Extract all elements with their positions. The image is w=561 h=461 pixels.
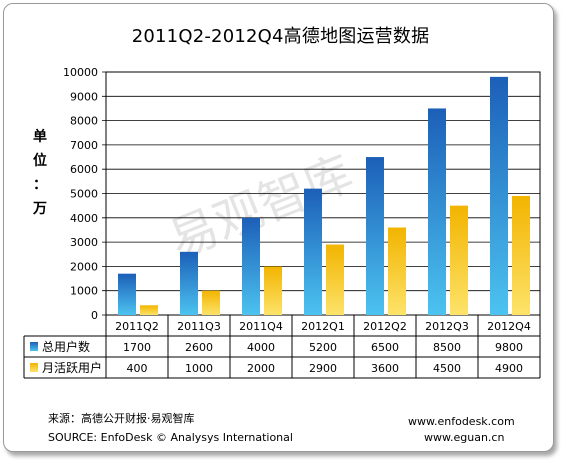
- bar-monthly-active: [388, 227, 406, 315]
- y-tick-label: 6000: [70, 163, 98, 176]
- y-tick-label: 9000: [70, 90, 98, 103]
- data-label: 1700: [123, 341, 151, 354]
- bar-total-users: [118, 273, 136, 315]
- bar-monthly-active: [326, 244, 344, 315]
- data-label: 5200: [309, 341, 337, 354]
- x-tick-label: 2012Q4: [487, 320, 531, 333]
- bar-total-users: [304, 188, 322, 315]
- y-axis-label: 单 位 ： 万: [30, 125, 50, 221]
- bar-monthly-active: [450, 205, 468, 315]
- data-label: 4000: [247, 341, 275, 354]
- y-tick-label: 1000: [70, 285, 98, 298]
- y-axis-label-char: 单: [33, 129, 47, 145]
- data-label: 8500: [433, 341, 461, 354]
- bar-total-users: [180, 251, 198, 315]
- source-en: SOURCE: EnfoDesk © Analysys Internationa…: [48, 431, 293, 444]
- y-tick-label: 4000: [70, 212, 98, 225]
- bar-total-users: [490, 76, 508, 315]
- x-tick-label: 2012Q1: [301, 320, 345, 333]
- data-label: 1000: [185, 362, 213, 375]
- source-cn: 来源：高德公开财报·易观智库: [48, 412, 195, 425]
- data-label: 4900: [495, 362, 523, 375]
- bar-monthly-active: [140, 305, 158, 315]
- data-label: 4500: [433, 362, 461, 375]
- data-label: 2900: [309, 362, 337, 375]
- x-tick-label: 2012Q3: [425, 320, 469, 333]
- x-tick-label: 2012Q2: [363, 320, 407, 333]
- legend-label: 月活跃用户: [42, 360, 102, 375]
- bar-total-users: [366, 157, 384, 315]
- y-axis-label-char: 万: [33, 201, 47, 217]
- bar-total-users: [242, 217, 260, 315]
- chart-title: 2011Q2-2012Q4高德地图运营数据: [131, 26, 430, 47]
- y-tick-label: 2000: [70, 260, 98, 273]
- y-tick-label: 10000: [63, 66, 98, 79]
- eguan-url[interactable]: www.eguan.cn: [424, 431, 505, 444]
- bar-monthly-active: [264, 266, 282, 315]
- data-label: 3600: [371, 362, 399, 375]
- bar-monthly-active: [512, 195, 530, 315]
- y-tick-label: 7000: [70, 139, 98, 152]
- x-tick-label: 2011Q4: [239, 320, 283, 333]
- y-axis-label-char: 位: [33, 153, 47, 169]
- y-tick-label: 0: [91, 309, 98, 322]
- data-label: 400: [127, 362, 148, 375]
- y-axis-label-char: ：: [33, 177, 47, 193]
- data-label: 2600: [185, 341, 213, 354]
- legend-label: 总用户数: [42, 339, 90, 354]
- bar-total-users: [428, 108, 446, 315]
- x-tick-label: 2011Q2: [115, 320, 159, 333]
- bar-monthly-active: [202, 290, 220, 315]
- x-tick-label: 2011Q3: [177, 320, 221, 333]
- data-label: 6500: [371, 341, 399, 354]
- y-tick-label: 3000: [70, 236, 98, 249]
- legend-swatch-monthly-active: [30, 363, 38, 372]
- y-tick-label: 8000: [70, 115, 98, 128]
- data-label: 2000: [247, 362, 275, 375]
- enfodesk-url[interactable]: www.enfodesk.com: [408, 415, 515, 428]
- y-tick-label: 5000: [70, 188, 98, 201]
- data-label: 9800: [495, 341, 523, 354]
- legend-swatch-total-users: [30, 342, 38, 351]
